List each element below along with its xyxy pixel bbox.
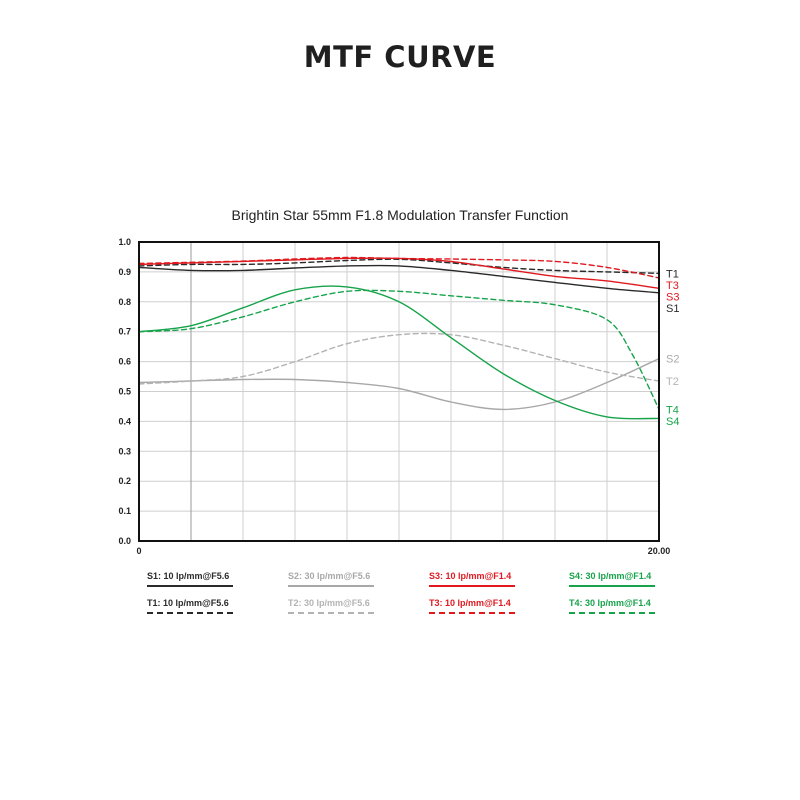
legend-label: T1: 10 lp/mm@F5.6 [147,598,229,608]
legend-label: S4: 30 lp/mm@F1.4 [569,571,652,581]
end-label-s3: S3 [666,291,679,303]
series-line-t3 [138,256,660,279]
series-line-t4 [138,289,660,411]
grid [139,242,659,541]
end-label-s2: S2 [666,354,679,366]
y-tick-labels: 0.0 0.1 0.2 0.3 0.4 0.5 0.6 0.7 0.8 0.9 1.0 [118,237,131,546]
x-tick-label: 0 [136,546,141,556]
page-title: MTF CURVE [303,40,497,74]
end-label-t3: T3 [666,280,679,292]
legend-label: T4: 30 lp/mm@F1.4 [569,598,651,608]
end-label-t4: T4 [666,404,679,416]
legend-swatch [288,612,374,614]
legend-swatch [429,612,515,614]
y-tick-label: 0.2 [118,476,131,486]
y-tick-label: 0.3 [118,446,131,456]
y-tick-label: 0.0 [118,536,131,546]
legend-label: S3: 10 lp/mm@F1.4 [429,571,512,581]
y-tick-label: 0.7 [118,327,131,337]
legend-item-s3: S3: 10 lp/mm@F1.4 [429,571,519,587]
legend-item-s2: S2: 30 lp/mm@F5.6 [288,571,378,587]
y-tick-label: 0.4 [118,416,131,426]
y-tick-label: 0.8 [118,297,131,307]
legend-swatch [569,585,655,587]
y-tick-label: 0.1 [118,506,131,516]
legend-item-s1: S1: 10 lp/mm@F5.6 [147,571,237,587]
legend-item-t1: T1: 10 lp/mm@F5.6 [147,598,237,614]
chart-title: Brightin Star 55mm F1.8 Modulation Trans… [231,207,569,223]
legend-swatch [147,585,233,587]
legend-swatch [288,585,374,587]
legend-swatch [569,612,655,614]
series-line-t1 [138,258,660,275]
end-label-t2: T2 [666,376,679,388]
legend-label: S2: 30 lp/mm@F5.6 [288,571,371,581]
series-lines [138,256,660,420]
legend-item-t3: T3: 10 lp/mm@F1.4 [429,598,519,614]
y-tick-label: 0.5 [118,387,131,397]
end-label-s4: S4 [666,416,679,428]
series-line-t2 [138,332,660,385]
series-line-s1 [138,264,660,294]
plot-frame [138,241,660,542]
end-label-t1: T1 [666,268,679,280]
legend-item-t4: T4: 30 lp/mm@F1.4 [569,598,659,614]
y-tick-label: 1.0 [118,237,131,247]
legend-swatch [429,585,515,587]
legend-item-s4: S4: 30 lp/mm@F1.4 [569,571,659,587]
x-tick-label: 20.00 [648,546,671,556]
series-line-s2 [138,357,660,411]
y-tick-label: 0.6 [118,357,131,367]
legend-item-t2: T2: 30 lp/mm@F5.6 [288,598,378,614]
legend-label: S1: 10 lp/mm@F5.6 [147,571,230,581]
end-label-s1: S1 [666,303,679,315]
legend-label: T2: 30 lp/mm@F5.6 [288,598,370,608]
series-line-s4 [138,285,660,420]
legend-swatch [147,612,233,614]
x-tick-labels: 0 20.00 [136,546,670,556]
legend-label: T3: 10 lp/mm@F1.4 [429,598,511,608]
y-tick-label: 0.9 [118,267,131,277]
